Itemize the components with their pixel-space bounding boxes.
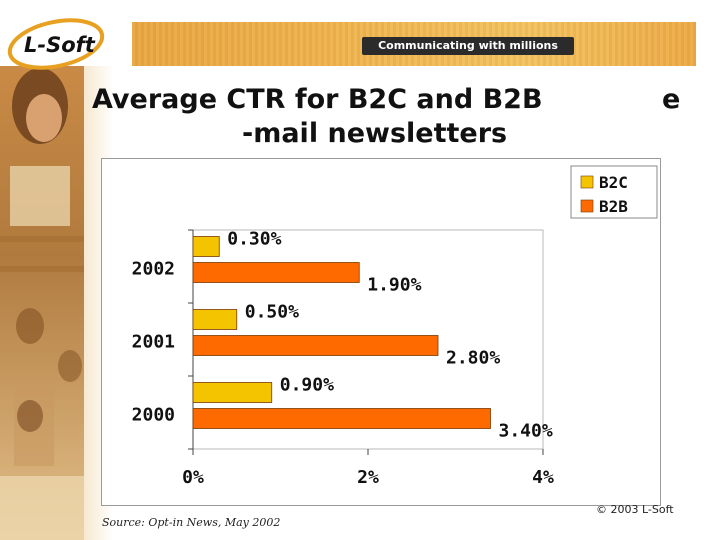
category-label: 2000 — [132, 405, 175, 426]
bar-value-label: 1.90% — [367, 275, 421, 296]
legend-swatch-b2c — [580, 175, 594, 189]
bar-b2b — [192, 408, 491, 429]
legend-label-b2b: B2B — [599, 197, 628, 216]
category-label: 2001 — [132, 332, 175, 353]
bar-b2c — [192, 382, 273, 403]
legend-label-b2c: B2C — [599, 173, 628, 192]
x-tick-label: 0% — [182, 467, 204, 488]
category-label: 2002 — [132, 259, 175, 280]
chart-frame: 0% 2% 4% 2002 0.30% 1.90% 2001 0.50% 2.80% 2000 0.… — [101, 158, 661, 506]
tagline-banner: Communicating with millions — [362, 37, 574, 55]
lsoft-logo: L-Soft — [7, 18, 105, 70]
logo-text: L-Soft — [24, 33, 96, 57]
bar-value-label: 3.40% — [499, 421, 553, 442]
bar-b2b — [192, 335, 439, 356]
x-tick-label: 4% — [532, 467, 554, 488]
x-tick-label: 2% — [357, 467, 379, 488]
tagline-text: Communicating with millions — [378, 39, 558, 52]
source-note: Source: Opt-in News, May 2002 — [102, 516, 281, 529]
copyright-note: © 2003 L-Soft — [596, 503, 674, 516]
decorative-photo — [0, 66, 84, 540]
title-line-2: -mail newsletters — [242, 118, 508, 149]
bar-value-label: 0.90% — [280, 375, 334, 396]
bar-value-label: 0.50% — [245, 302, 299, 323]
bar-chart: 0% 2% 4% 2002 0.30% 1.90% 2001 0.50% 2.80% 2000 0.… — [132, 165, 658, 488]
bar-b2c — [192, 236, 220, 257]
bar-b2b — [192, 262, 360, 283]
bar-value-label: 2.80% — [446, 348, 500, 369]
title-line-1: Average CTR for B2C and B2B — [92, 84, 543, 115]
title-fragment-e: e — [662, 84, 681, 115]
bar-value-label: 0.30% — [227, 229, 281, 250]
bar-b2c — [192, 309, 238, 330]
legend-swatch-b2b — [580, 199, 594, 213]
